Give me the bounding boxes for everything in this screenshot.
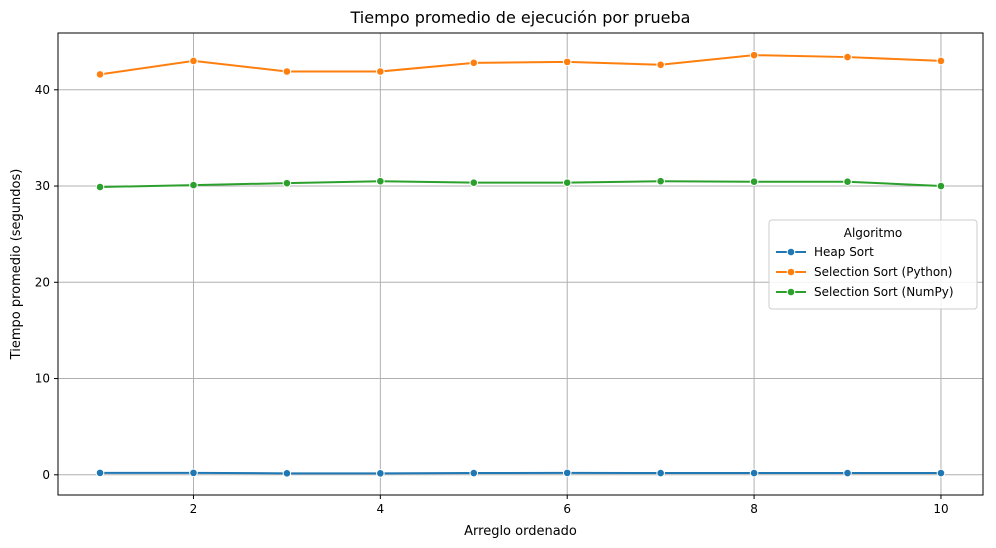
series-group bbox=[95, 50, 946, 79]
x-axis-label: Arreglo ordenado bbox=[464, 524, 577, 539]
y-tick-label: 30 bbox=[35, 179, 50, 193]
data-point bbox=[282, 67, 292, 76]
series-group bbox=[95, 176, 946, 192]
x-tick-label: 8 bbox=[750, 502, 758, 516]
y-tick-label: 20 bbox=[35, 275, 50, 289]
data-point bbox=[469, 468, 479, 478]
chart-title: Tiempo promedio de ejecución por prueba bbox=[350, 8, 691, 27]
data-point bbox=[749, 50, 759, 60]
series-line bbox=[99, 54, 941, 76]
data-point bbox=[843, 52, 852, 62]
data-point bbox=[376, 176, 385, 186]
tick-layer: 2 4 6 8 10 0 10 20 30 40 bbox=[35, 83, 949, 516]
data-point bbox=[376, 469, 385, 478]
series-layer bbox=[95, 50, 946, 478]
data-point bbox=[95, 468, 105, 478]
data-point bbox=[562, 468, 572, 478]
data-point bbox=[749, 177, 759, 187]
data-point bbox=[469, 178, 479, 187]
data-point bbox=[562, 178, 572, 187]
legend-title: Algoritmo bbox=[844, 226, 903, 240]
y-tick-label: 0 bbox=[42, 468, 50, 482]
data-point bbox=[95, 182, 105, 192]
data-point bbox=[656, 60, 665, 70]
x-tick-label: 4 bbox=[377, 502, 385, 516]
data-point bbox=[376, 67, 385, 76]
data-point bbox=[936, 468, 946, 478]
data-point bbox=[562, 57, 572, 67]
legend-box bbox=[768, 219, 978, 310]
legend-marker bbox=[786, 267, 796, 277]
data-point bbox=[282, 469, 292, 478]
y-axis-label: Tiempo promedio (segundos) bbox=[9, 169, 24, 361]
data-point bbox=[282, 178, 292, 188]
data-point bbox=[656, 468, 665, 478]
data-point bbox=[95, 70, 105, 79]
data-point bbox=[656, 176, 665, 186]
y-tick-label: 40 bbox=[35, 83, 50, 97]
data-point bbox=[749, 468, 759, 478]
legend-label: Selection Sort (Python) bbox=[814, 265, 953, 279]
plot-frame bbox=[57, 32, 984, 496]
legend-marker bbox=[786, 287, 796, 297]
series-line bbox=[100, 180, 942, 188]
legend-entries: Heap Sort Selection Sort (Python) Selectio… bbox=[776, 245, 954, 299]
data-point bbox=[936, 181, 946, 191]
y-tick-label: 10 bbox=[35, 372, 50, 386]
data-point bbox=[936, 56, 946, 66]
data-point bbox=[843, 468, 852, 478]
data-point bbox=[189, 180, 198, 190]
data-point bbox=[843, 177, 852, 187]
series-group bbox=[95, 468, 946, 478]
legend-marker bbox=[786, 247, 796, 257]
legend-label: Selection Sort (NumPy) bbox=[814, 285, 954, 299]
legend: Algoritmo Heap Sort Selection Sort (Pytho… bbox=[768, 219, 978, 310]
data-point bbox=[469, 58, 479, 68]
x-tick-label: 6 bbox=[563, 502, 571, 516]
legend-label: Heap Sort bbox=[814, 245, 874, 259]
x-tick-label: 2 bbox=[190, 502, 198, 516]
data-point bbox=[189, 468, 198, 478]
x-tick-label: 10 bbox=[933, 502, 948, 516]
data-point bbox=[189, 56, 198, 66]
